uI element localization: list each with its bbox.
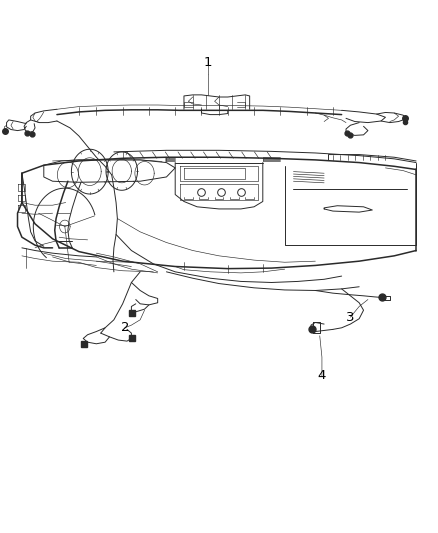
Text: 3: 3 [346,311,355,324]
Text: 2: 2 [120,321,129,334]
Text: 4: 4 [318,369,326,382]
Text: 1: 1 [204,56,212,69]
